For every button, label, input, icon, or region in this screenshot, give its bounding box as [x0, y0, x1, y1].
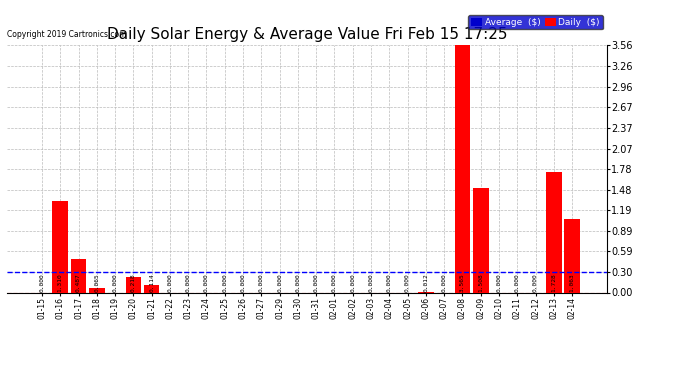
Text: 0.000: 0.000: [241, 273, 246, 292]
Text: 0.000: 0.000: [405, 273, 410, 292]
Text: 0.000: 0.000: [351, 273, 355, 292]
Text: 1.508: 1.508: [478, 273, 483, 292]
Text: 0.000: 0.000: [442, 273, 446, 292]
Text: Copyright 2019 Cartronics.com: Copyright 2019 Cartronics.com: [7, 30, 126, 39]
Text: 0.000: 0.000: [168, 273, 172, 292]
Bar: [564, 219, 580, 292]
Text: 0.000: 0.000: [332, 273, 337, 292]
Text: 1.310: 1.310: [58, 273, 63, 292]
Text: 0.000: 0.000: [368, 273, 373, 292]
Text: 0.487: 0.487: [76, 273, 81, 292]
Text: 0.000: 0.000: [387, 273, 392, 292]
Text: 0.000: 0.000: [497, 273, 502, 292]
Text: 0.000: 0.000: [186, 273, 190, 292]
Text: 0.000: 0.000: [222, 273, 227, 292]
Text: 0.000: 0.000: [314, 273, 319, 292]
Text: 1.063: 1.063: [570, 273, 575, 292]
Text: 0.000: 0.000: [295, 273, 300, 292]
Text: 0.000: 0.000: [259, 273, 264, 292]
Text: 0.000: 0.000: [533, 273, 538, 292]
Text: 0.012: 0.012: [424, 273, 428, 292]
Bar: [455, 45, 470, 292]
Bar: [473, 188, 489, 292]
Text: 0.114: 0.114: [149, 273, 154, 292]
Legend: Average  ($), Daily  ($): Average ($), Daily ($): [469, 15, 602, 29]
Text: 0.065: 0.065: [95, 273, 99, 292]
Bar: [126, 278, 141, 292]
Bar: [546, 172, 562, 292]
Bar: [144, 285, 159, 292]
Text: 0.000: 0.000: [39, 273, 44, 292]
Bar: [52, 201, 68, 292]
Title: Daily Solar Energy & Average Value Fri Feb 15 17:25: Daily Solar Energy & Average Value Fri F…: [107, 27, 507, 42]
Text: 0.218: 0.218: [131, 273, 136, 292]
Text: 0.000: 0.000: [112, 273, 117, 292]
Text: 0.000: 0.000: [277, 273, 282, 292]
Bar: [71, 259, 86, 292]
Bar: [89, 288, 105, 292]
Text: 1.728: 1.728: [551, 273, 556, 292]
Text: 3.565: 3.565: [460, 273, 465, 292]
Text: 0.000: 0.000: [204, 273, 209, 292]
Text: 0.000: 0.000: [515, 273, 520, 292]
